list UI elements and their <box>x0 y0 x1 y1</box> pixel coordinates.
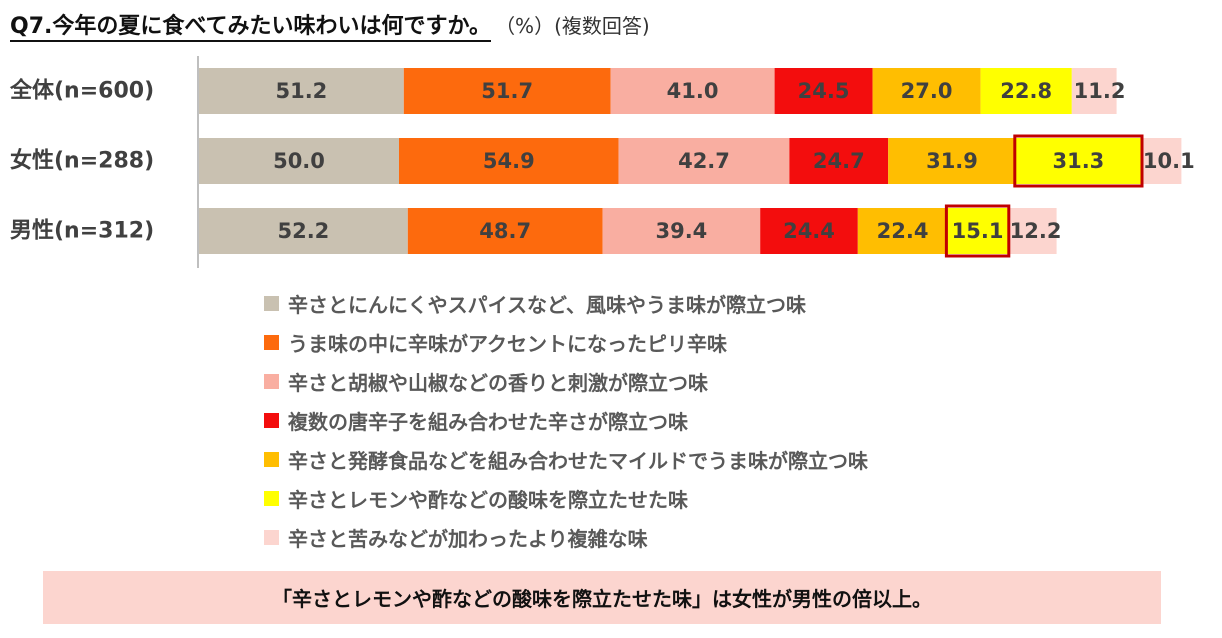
bar-segment <box>857 208 948 254</box>
legend-swatch <box>264 491 279 506</box>
legend-swatch <box>264 335 279 350</box>
data-label: 10.1 <box>1143 149 1195 173</box>
callout-text: 「辛さとレモンや酢などの酸味を際立たせた味」は女性が男性の倍以上。 <box>272 587 932 611</box>
bar-segment <box>872 68 981 114</box>
data-label: 12.2 <box>1010 219 1062 243</box>
legend-item: 辛さとにんにくやスパイスなど、風味やうま味が際立つ味 <box>264 284 868 323</box>
bar-segment <box>1141 138 1182 184</box>
data-label: 31.3 <box>1052 149 1104 173</box>
bar-segment <box>199 208 408 254</box>
legend-item: 辛さとレモンや酢などの酸味を際立たせた味 <box>264 479 868 518</box>
data-label: 54.9 <box>483 149 535 173</box>
data-label: 39.4 <box>655 219 707 243</box>
data-label: 31.9 <box>926 149 978 173</box>
bar-segment <box>980 68 1072 114</box>
data-label: 41.0 <box>667 79 719 103</box>
legend-label: 辛さと発酵食品などを組み合わせたマイルドでうま味が際立つ味 <box>288 449 868 473</box>
data-label: 52.2 <box>277 219 329 243</box>
bar-segment <box>403 68 611 114</box>
legend-item: 辛さと胡椒や山椒などの香りと刺激が際立つ味 <box>264 362 868 401</box>
bar-segment <box>1071 68 1117 114</box>
stacked-bar-chart: 全体(n=600) 51.2 51.7 41.0 24.5 27.0 22.8 11.2 女性(… <box>9 56 1195 268</box>
data-label: 42.7 <box>678 149 730 173</box>
question-title: Q7.今年の夏に食べてみたい味わいは何ですか。 <box>10 14 492 42</box>
legend-label: 辛さと苦みなどが加わったより複雑な味 <box>288 527 648 551</box>
legend-label: 辛さと胡椒や山椒などの香りと刺激が際立つ味 <box>288 371 708 395</box>
legend-label: うま味の中に辛味がアクセントになったピリ辛味 <box>288 332 727 356</box>
legend-item: 辛さと苦みなどが加わったより複雑な味 <box>264 518 868 557</box>
data-label: 22.8 <box>1000 79 1052 103</box>
callout-box: 「辛さとレモンや酢などの酸味を際立たせた味」は女性が男性の倍以上。 <box>43 571 1161 624</box>
data-label: 11.2 <box>1074 79 1126 103</box>
category-label: 全体(n=600) <box>9 78 154 104</box>
bar-segment <box>399 138 619 184</box>
bar-segment <box>618 138 790 184</box>
data-label: 15.1 <box>952 219 1004 243</box>
legend-label: 複数の唐辛子を組み合わせた辛さが際立つ味 <box>288 410 688 434</box>
category-label: 男性(n=312) <box>10 219 154 244</box>
legend-swatch <box>264 374 279 389</box>
bar-segment <box>947 208 1008 254</box>
bar-segment <box>789 138 889 184</box>
bar-segment <box>199 138 399 184</box>
bar-segment <box>610 68 775 114</box>
legend-label: 辛さとレモンや酢などの酸味を際立たせた味 <box>288 488 688 512</box>
unit-note: （%）(複数回答) <box>505 14 650 38</box>
data-label: 27.0 <box>901 79 953 103</box>
legend-item: うま味の中に辛味がアクセントになったピリ辛味 <box>264 323 868 362</box>
data-label: 51.7 <box>481 79 533 103</box>
data-label: 24.4 <box>783 219 835 243</box>
legend-item: 複数の唐辛子を組み合わせた辛さが際立つ味 <box>264 401 868 440</box>
legend-item: 辛さと発酵食品などを組み合わせたマイルドでうま味が際立つ味 <box>264 440 868 479</box>
legend-swatch <box>264 296 279 311</box>
legend-label: 辛さとにんにくやスパイスなど、風味やうま味が際立つ味 <box>288 293 806 317</box>
highlight-frame <box>944 204 1011 258</box>
category-label: 女性(n=288) <box>10 148 154 174</box>
data-label: 22.4 <box>877 219 929 243</box>
data-label: 24.5 <box>798 79 850 103</box>
bar-segment <box>199 68 404 114</box>
bar-segment <box>760 208 858 254</box>
data-label: 51.2 <box>275 79 327 103</box>
legend: 辛さとにんにくやスパイスなど、風味やうま味が際立つ味 うま味の中に辛味がアクセント… <box>264 284 868 557</box>
chart-title: Q7.今年の夏に食べてみたい味わいは何ですか。 （%）(複数回答) <box>10 8 650 42</box>
bar-segment <box>1015 138 1141 184</box>
legend-swatch <box>264 530 279 545</box>
data-label: 48.7 <box>479 219 531 243</box>
bar-segment <box>602 208 761 254</box>
legend-swatch <box>264 413 279 428</box>
legend-swatch <box>264 452 279 467</box>
bar-segment <box>407 208 603 254</box>
highlight-frame <box>1013 134 1144 188</box>
bar-segment <box>774 68 873 114</box>
data-label: 24.7 <box>813 149 865 173</box>
data-label: 50.0 <box>273 149 325 173</box>
bar-segment <box>1007 208 1057 254</box>
bar-segment <box>888 138 1016 184</box>
